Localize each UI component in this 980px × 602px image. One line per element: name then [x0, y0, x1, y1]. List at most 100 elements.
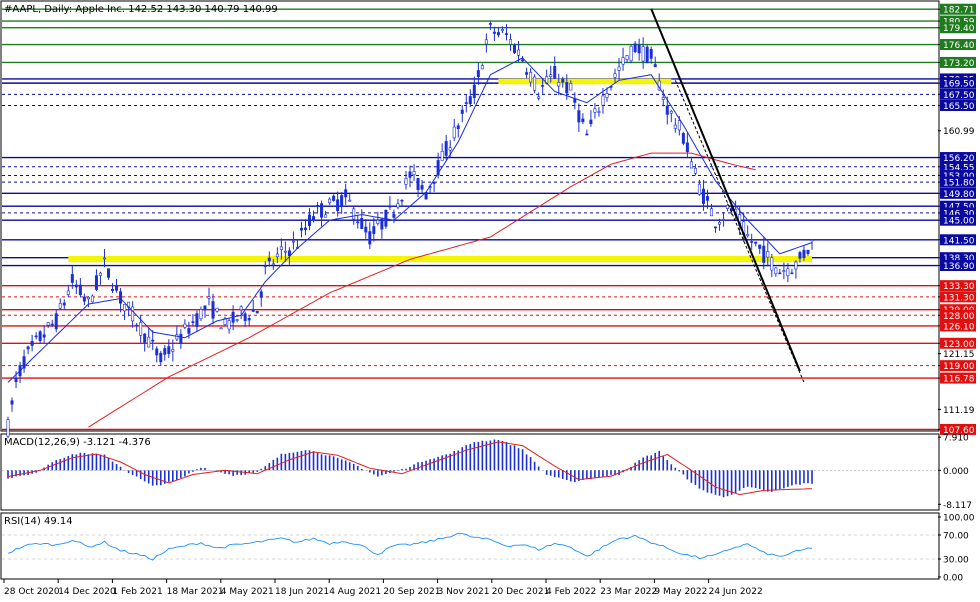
candle-body-57 [235, 319, 239, 321]
price-label-bg-10 [940, 152, 976, 164]
price-axis: 182.71180.59179.40176.40173.20170.25169.… [938, 3, 976, 584]
price-tick-label-6: 169.50 [943, 80, 975, 90]
candle-body-58 [239, 306, 243, 311]
candle-body-99 [404, 178, 408, 185]
candle-body-116 [472, 84, 476, 98]
candle-body-172 [697, 183, 701, 195]
candle-body-125 [508, 39, 512, 45]
candle-body-161 [653, 64, 657, 68]
price-label-bg-4 [940, 56, 976, 68]
price-tick-label-16: 146.30 [943, 209, 975, 219]
candle-body-71 [291, 240, 295, 243]
price-label-bg-26 [940, 337, 976, 349]
candle-body-123 [500, 29, 504, 31]
time-tick-label-2: 1 Feb 2021 [112, 587, 162, 597]
candle-body-106 [432, 181, 436, 184]
candle-body-98 [400, 199, 404, 202]
candle-body-49 [203, 305, 207, 311]
candle-body-31 [131, 306, 135, 322]
price-tick-label-29: 116.78 [943, 375, 975, 385]
candle-body-76 [312, 216, 316, 221]
time-tick-label-11: 23 Mar 2022 [600, 587, 657, 597]
candle-body-90 [368, 231, 372, 245]
candle-body-140 [569, 83, 573, 91]
time-tick-label-1: 14 Dec 2020 [58, 587, 116, 597]
price-label-bg-19 [940, 252, 976, 264]
candle-body-33 [139, 322, 143, 336]
candle-body-118 [480, 65, 484, 70]
rsi-tick-label-0: 100.00 [943, 514, 975, 524]
candle-body-10 [46, 322, 50, 326]
price-label-bg-14 [940, 187, 976, 199]
candle-body-190 [770, 257, 774, 271]
candle-body-41 [171, 349, 175, 352]
candle-body-103 [420, 185, 424, 190]
candle-body-69 [283, 250, 287, 253]
moving-averages [7, 57, 813, 428]
candle-body-194 [786, 268, 790, 277]
candle-body-170 [689, 161, 693, 169]
candle-body-22 [94, 275, 98, 290]
support-zones [68, 78, 813, 263]
candle-body-4 [22, 356, 26, 369]
candle-body-114 [464, 102, 468, 104]
candle-body-135 [549, 74, 553, 78]
candle-body-151 [613, 73, 617, 78]
price-tick-label-17: 145.00 [943, 217, 975, 227]
macd-title: MACD(12,26,9) -3.121 -4.376 [4, 437, 151, 448]
candle-body-154 [625, 55, 629, 60]
candle-body-85 [348, 199, 352, 202]
candle-body-37 [155, 348, 159, 356]
candle-body-174 [705, 196, 709, 201]
price-label-bg-2 [940, 22, 976, 34]
ma-line-1 [88, 152, 756, 428]
candle-body-198 [802, 249, 806, 258]
price-label-bg-24 [940, 309, 976, 321]
ma-line-0 [7, 57, 813, 383]
price-tick-label-18: 141.50 [943, 236, 975, 246]
time-tick-label-9: 20 Dec 2021 [492, 587, 550, 597]
price-label-bg-31 [940, 423, 976, 435]
candle-body-173 [701, 188, 705, 204]
price-tick-label-9: 160.99 [943, 127, 975, 137]
candle-body-26 [111, 289, 115, 291]
price-tick-label-7: 167.50 [943, 91, 975, 101]
candle-body-40 [167, 346, 171, 354]
candle-body-32 [135, 324, 139, 327]
candle-body-47 [195, 313, 199, 327]
price-label-bg-7 [940, 88, 976, 100]
candle-body-193 [782, 270, 786, 272]
price-label-bg-1 [940, 15, 976, 27]
candle-body-137 [557, 82, 561, 87]
candle-body-122 [496, 32, 500, 36]
candle-body-64 [263, 265, 267, 267]
time-tick-label-8: 3 Nov 2021 [438, 587, 490, 597]
candle-body-74 [303, 227, 307, 230]
candle-body-117 [476, 70, 480, 78]
price-tick-label-28: 119.00 [943, 362, 975, 372]
zone-0 [68, 256, 813, 263]
candle-body-185 [750, 241, 754, 243]
candle-body-96 [392, 214, 396, 218]
candle-body-55 [227, 320, 231, 330]
candle-body-138 [561, 78, 565, 83]
candle-body-77 [316, 205, 320, 208]
candle-body-39 [163, 348, 167, 355]
candle-body-15 [66, 290, 70, 295]
candle-body-191 [774, 267, 778, 275]
candle-body-73 [299, 227, 303, 231]
candle-body-28 [119, 291, 123, 304]
candle-body-97 [396, 203, 400, 208]
price-tick-label-25: 126.10 [943, 322, 975, 332]
candle-body-133 [541, 85, 545, 87]
time-tick-label-7: 20 Sep 2021 [383, 587, 440, 597]
candle-body-129 [525, 72, 529, 75]
rsi-line [7, 532, 813, 561]
candle-body-148 [601, 95, 605, 106]
time-tick-label-6: 4 Aug 2021 [329, 587, 381, 597]
candle-body-149 [605, 93, 609, 98]
candle-body-48 [199, 309, 203, 320]
price-tick-label-13: 151.80 [943, 179, 975, 189]
candle-body-126 [513, 45, 517, 54]
